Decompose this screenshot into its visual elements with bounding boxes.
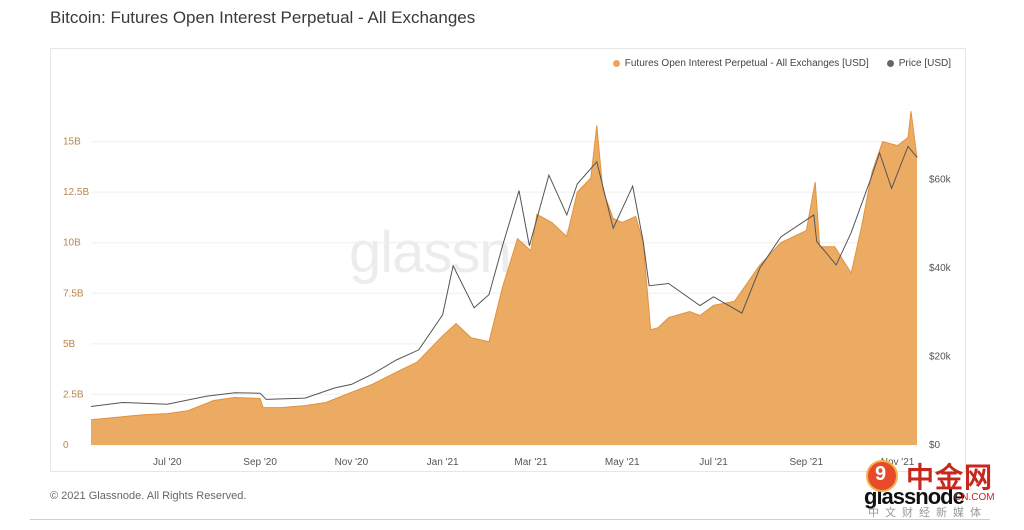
y-left-tick-label: 12.5B: [63, 187, 89, 198]
legend-dot-price: [886, 60, 894, 67]
cn-site-url: CN.COM: [954, 492, 995, 503]
copyright-text: © 2021 Glassnode. All Rights Reserved.: [50, 490, 247, 502]
y-right-tick-label: $60k: [929, 175, 952, 186]
y-left-tick-label: 15B: [63, 137, 81, 148]
y-left-tick-label: 2.5B: [63, 389, 84, 400]
price-series: [90, 145, 918, 407]
chart-plot[interactable]: 0 2.5B 5B 7.5B 10B 12.5B 15B $0 $20k $40k $60k Ju…: [51, 49, 967, 473]
price-line: [90, 145, 918, 407]
y-axis-right: $0 $20k $40k $60k: [929, 175, 952, 452]
legend-label-oi: Futures Open Interest Perpetual - All Ex…: [624, 58, 869, 69]
legend-item-oi[interactable]: Futures Open Interest Perpetual - All Ex…: [612, 58, 869, 69]
legend-item-price[interactable]: Price [USD]: [886, 58, 951, 69]
x-tick-label: Jan '21: [427, 457, 459, 468]
x-tick-label: Jul '20: [153, 457, 182, 468]
cn-watermark-badge: 9 中金网 CN.COM 中文财经新媒体: [862, 454, 1022, 528]
y-right-tick-label: $20k: [929, 352, 952, 363]
y-axis-left: 0 2.5B 5B 7.5B 10B 12.5B 15B: [63, 137, 89, 451]
cn-site-name: 中金网: [906, 462, 994, 493]
legend: Futures Open Interest Perpetual - All Ex…: [612, 58, 951, 69]
y-left-tick-label: 7.5B: [63, 288, 84, 299]
x-tick-label: May '21: [605, 457, 640, 468]
y-right-tick-label: $0: [929, 440, 941, 451]
chart-card: glassnode 0 2.5B 5B 7.5B 10B 12.5B 15B $0 $20k $…: [50, 48, 966, 472]
y-left-tick-label: 5B: [63, 339, 76, 350]
oi-area: [91, 111, 917, 445]
cn-logo-icon: [866, 460, 898, 492]
cn-logo-glyph: 9: [875, 463, 887, 485]
legend-dot-oi: [612, 60, 620, 67]
x-tick-label: Sep '20: [243, 457, 277, 468]
x-tick-label: Nov '21: [881, 457, 915, 468]
legend-label-price: Price [USD]: [898, 58, 951, 69]
x-tick-label: Sep '21: [789, 457, 823, 468]
y-left-tick-label: 0: [63, 440, 69, 451]
page-title: Bitcoin: Futures Open Interest Perpetual…: [50, 8, 476, 27]
oi-series: [90, 111, 918, 445]
x-tick-label: Jul '21: [699, 457, 728, 468]
oi-line: [90, 111, 918, 421]
y-right-tick-label: $40k: [929, 263, 952, 274]
cn-tagline: 中文财经新媒体: [868, 507, 987, 519]
x-axis: Jul '20 Sep '20 Nov '20 Jan '21 Mar '21 May '…: [153, 457, 915, 468]
footer-divider: [30, 519, 990, 520]
x-tick-label: Mar '21: [514, 457, 547, 468]
y-left-tick-label: 10B: [63, 238, 81, 249]
x-tick-label: Nov '20: [335, 457, 369, 468]
